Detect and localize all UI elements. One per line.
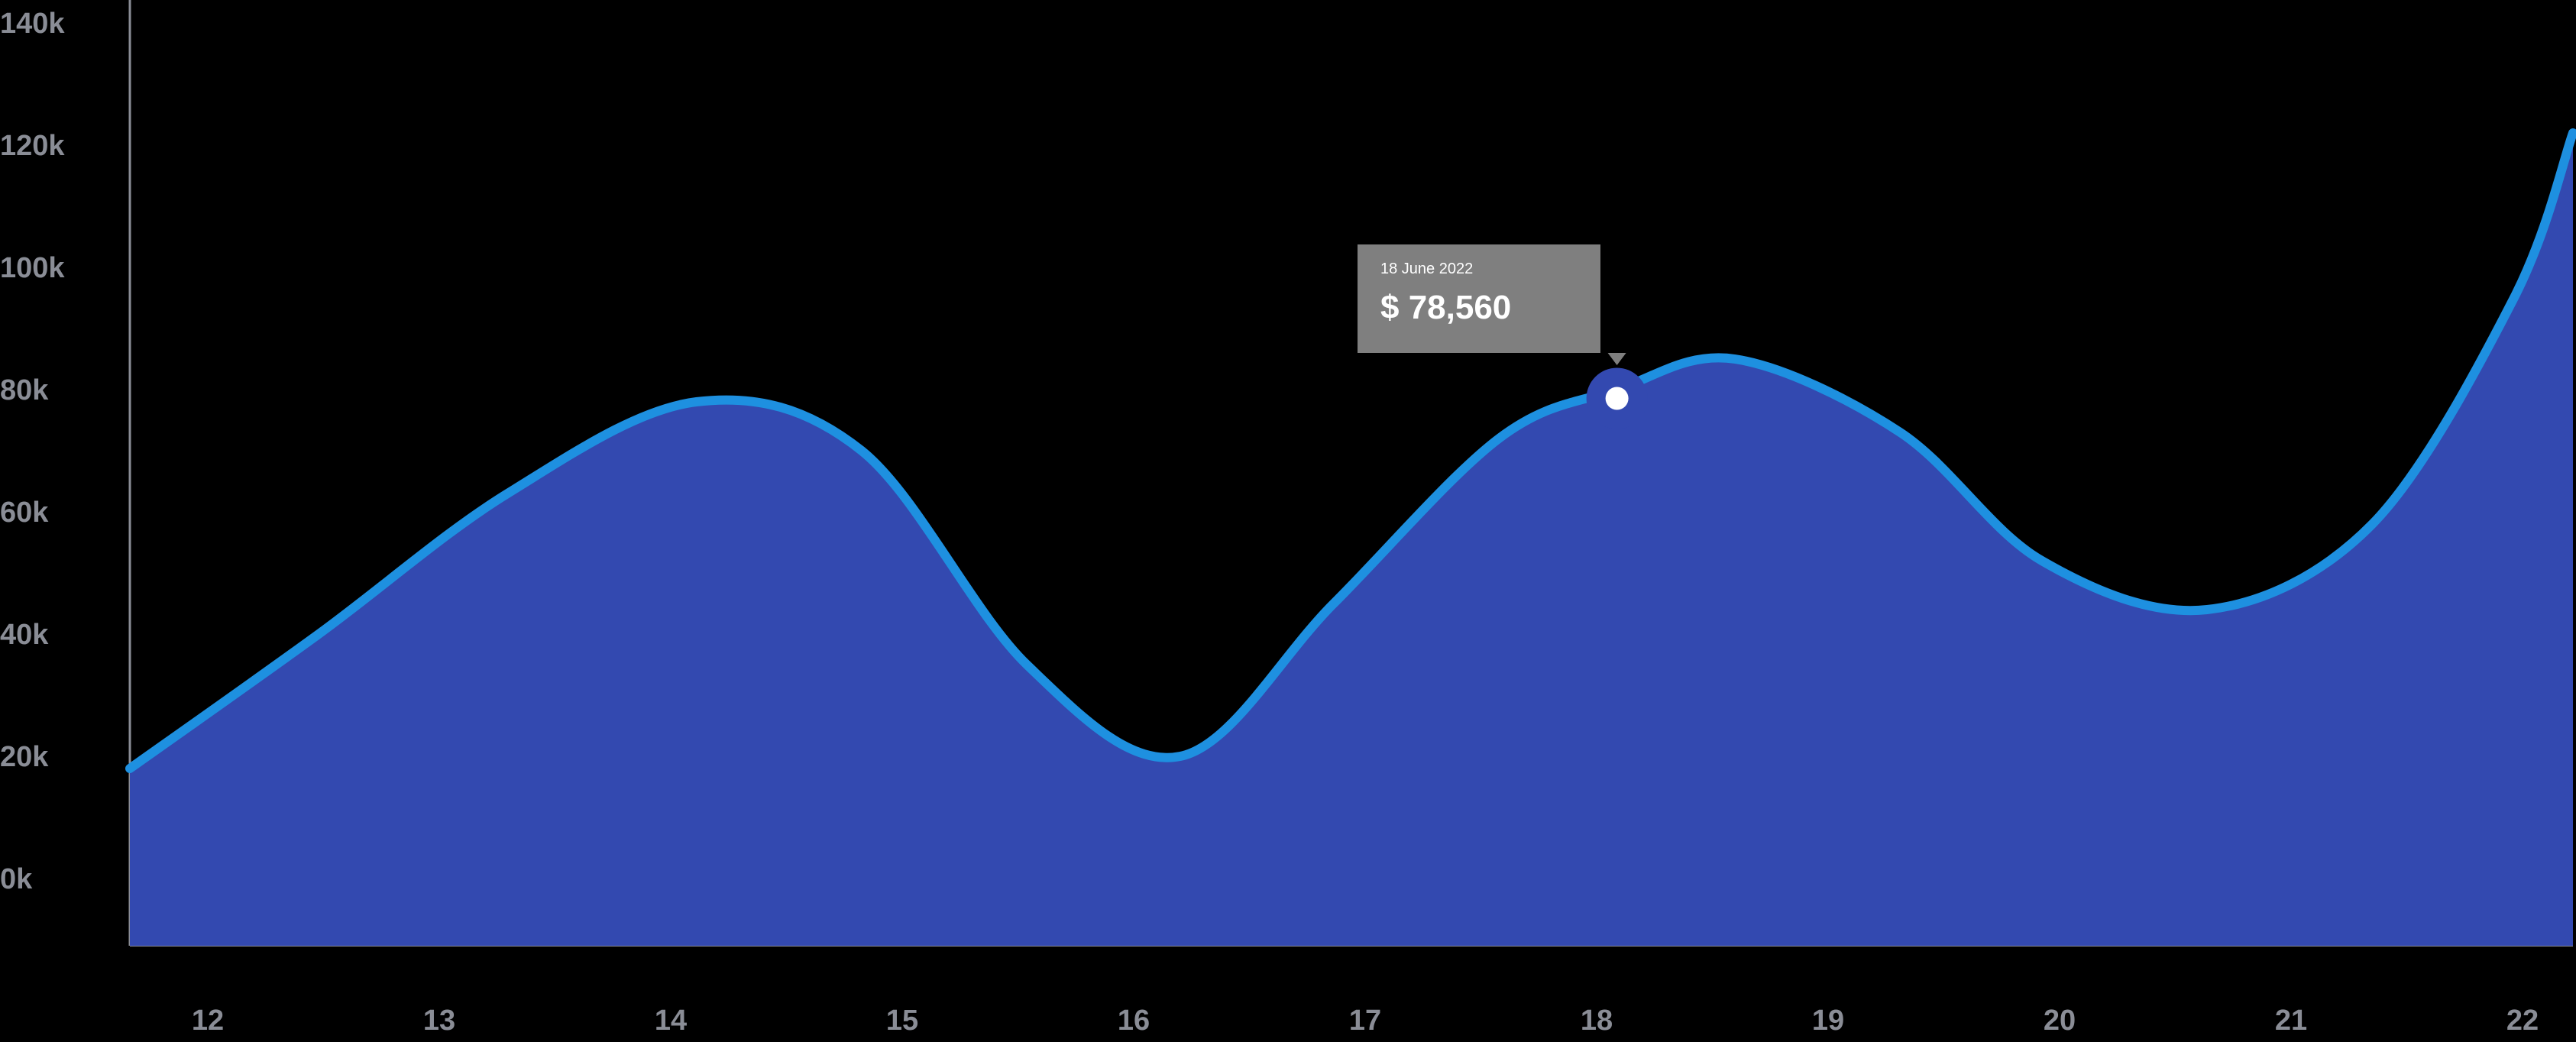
- data-point: [1026, 664, 1027, 665]
- area-fill: [130, 133, 2573, 946]
- x-tick-label: 16: [1118, 1005, 1150, 1037]
- tooltip-value: $ 78,560: [1380, 289, 1512, 326]
- y-tick-label: 120k: [0, 130, 65, 162]
- highlight-marker-dot: [1605, 387, 1629, 410]
- y-tick-label: 20k: [0, 741, 49, 773]
- data-point: [1180, 756, 1181, 757]
- x-tick-label: 15: [886, 1005, 918, 1037]
- y-tick-label: 60k: [0, 497, 49, 529]
- data-point: [696, 401, 697, 403]
- data-point: [1899, 432, 1901, 433]
- data-point: [1333, 603, 1335, 604]
- data-point: [129, 768, 131, 769]
- data-point: [2371, 523, 2373, 525]
- y-tick-label: 100k: [0, 252, 65, 284]
- x-tick-label: 19: [1812, 1005, 1844, 1037]
- data-point: [506, 493, 508, 494]
- y-tick-label: 80k: [0, 374, 49, 406]
- x-tick-label: 12: [192, 1005, 224, 1037]
- data-point: [1734, 358, 1736, 360]
- tooltip-date: 18 June 2022: [1380, 260, 1474, 277]
- data-point: [318, 633, 319, 635]
- y-tick-label: 140k: [0, 8, 65, 40]
- data-point: [2572, 132, 2574, 134]
- x-tick-label: 13: [423, 1005, 455, 1037]
- y-tick-label: 40k: [0, 619, 49, 651]
- x-tick-label: 18: [1581, 1005, 1613, 1037]
- tooltip-pointer: [1607, 353, 1626, 365]
- x-tick-label: 14: [655, 1005, 687, 1037]
- series-line: [125, 128, 2576, 773]
- x-tick-label: 17: [1349, 1005, 1381, 1037]
- value-tooltip: 18 June 2022 $ 78,560: [1358, 244, 1600, 353]
- data-point: [2206, 609, 2208, 610]
- data-point: [2041, 560, 2043, 561]
- data-point: [2513, 297, 2515, 299]
- y-axis: 0k 20k 40k 60k 80k 100k 120k 140k: [0, 0, 131, 946]
- x-axis: 12 13 14 15 16 17 18 19 20 21 22: [130, 945, 2573, 1037]
- x-tick-label: 21: [2275, 1005, 2307, 1037]
- data-point: [861, 450, 862, 451]
- x-tick-label: 22: [2506, 1005, 2539, 1037]
- y-tick-label: 0k: [0, 863, 33, 895]
- plot-area: [125, 128, 2576, 946]
- x-tick-label: 20: [2044, 1005, 2076, 1037]
- data-point: [1498, 438, 1500, 439]
